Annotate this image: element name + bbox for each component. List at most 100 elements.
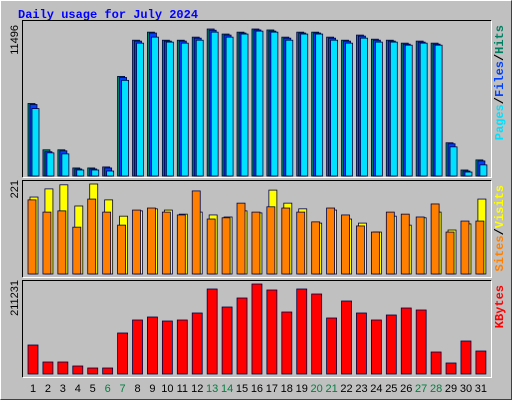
x-tick-label: 24 xyxy=(370,383,382,395)
bar xyxy=(360,37,368,177)
y-tick-label: 221 xyxy=(9,180,21,198)
bar xyxy=(370,319,382,375)
x-tick-label: 1 xyxy=(30,383,36,395)
x-tick-label: 5 xyxy=(90,383,96,395)
x-tick-label: 25 xyxy=(385,383,397,395)
bar xyxy=(136,42,144,177)
x-tick-label: 30 xyxy=(460,383,472,395)
bar xyxy=(240,33,249,177)
x-tick-label: 26 xyxy=(400,383,412,395)
bar xyxy=(311,293,323,375)
legend-entry: Files xyxy=(493,61,507,97)
bar xyxy=(31,108,40,177)
x-tick-label: 27 xyxy=(415,383,427,395)
legend-entry: Pages xyxy=(493,104,507,140)
bar xyxy=(76,169,85,177)
panel-border-dark xyxy=(22,180,492,278)
bar xyxy=(326,317,338,375)
x-tick-label: 12 xyxy=(191,383,203,395)
bar xyxy=(330,39,339,177)
bar xyxy=(57,210,67,275)
y-tick-label: 11496 xyxy=(9,25,21,55)
x-tick-label: 31 xyxy=(475,383,487,395)
legend-separator: / xyxy=(493,97,507,104)
bar xyxy=(281,311,293,375)
bar xyxy=(270,31,279,177)
bar xyxy=(221,217,231,275)
bar xyxy=(251,211,261,275)
bar xyxy=(434,44,443,177)
x-tick-label: 28 xyxy=(430,383,442,395)
bar xyxy=(266,206,276,275)
bar xyxy=(27,344,39,375)
x-tick-label: 29 xyxy=(445,383,457,395)
x-tick-label: 17 xyxy=(266,383,278,395)
bar xyxy=(132,319,143,375)
bar xyxy=(27,199,37,275)
bar xyxy=(251,283,263,375)
bar xyxy=(445,231,455,275)
bar xyxy=(132,209,141,275)
bar xyxy=(151,36,159,177)
legend-entry: Sites xyxy=(493,235,507,271)
bar xyxy=(385,211,395,275)
bar xyxy=(296,288,308,375)
panel-border-light xyxy=(22,280,492,378)
bar xyxy=(57,361,69,375)
bar xyxy=(147,316,158,375)
legend-entry: Hits xyxy=(493,25,507,54)
x-tick-label: 16 xyxy=(251,383,263,395)
bar xyxy=(300,33,309,177)
bar xyxy=(400,307,412,375)
x-tick-label: 10 xyxy=(161,383,173,395)
bar xyxy=(460,340,472,375)
bar xyxy=(117,332,128,375)
bar xyxy=(87,367,99,375)
bar xyxy=(281,207,291,275)
bar xyxy=(445,362,457,375)
bar xyxy=(296,211,306,275)
bar xyxy=(147,207,156,275)
legend-separator: / xyxy=(493,54,507,61)
bar xyxy=(161,320,173,375)
x-tick-label: 3 xyxy=(60,383,66,395)
bar xyxy=(475,220,485,275)
x-tick-label: 22 xyxy=(340,383,352,395)
panel-border-dark xyxy=(22,20,492,178)
x-tick-label: 2 xyxy=(45,383,51,395)
bar xyxy=(221,306,233,375)
legend: Pages/Files/Hits xyxy=(493,25,507,140)
x-tick-label: 7 xyxy=(120,383,126,395)
bar xyxy=(87,198,97,275)
x-tick-label: 9 xyxy=(149,383,155,395)
bar xyxy=(225,36,234,177)
bar xyxy=(121,79,129,177)
bar xyxy=(176,214,186,275)
bar xyxy=(400,213,410,275)
bar xyxy=(415,309,427,375)
bar xyxy=(356,312,367,375)
bar xyxy=(72,365,84,375)
bar xyxy=(475,350,487,375)
bar xyxy=(191,312,203,375)
x-tick-label: 13 xyxy=(206,383,218,395)
chart-title: Daily usage for July 2024 xyxy=(18,8,198,22)
bar xyxy=(42,361,54,375)
bar xyxy=(419,42,428,177)
bar xyxy=(210,31,219,177)
legend-entry: KBytes xyxy=(493,285,507,328)
bar xyxy=(356,225,365,275)
x-tick-label: 21 xyxy=(325,383,337,395)
bar xyxy=(266,289,278,375)
bar xyxy=(236,297,248,375)
bar xyxy=(72,226,82,275)
legend: KBytes xyxy=(493,285,507,328)
bar xyxy=(370,231,380,275)
bar xyxy=(176,319,188,375)
bar xyxy=(460,220,470,275)
bar xyxy=(404,44,413,177)
x-tick-label: 14 xyxy=(221,383,233,395)
bar xyxy=(206,288,218,375)
bar xyxy=(341,214,350,275)
